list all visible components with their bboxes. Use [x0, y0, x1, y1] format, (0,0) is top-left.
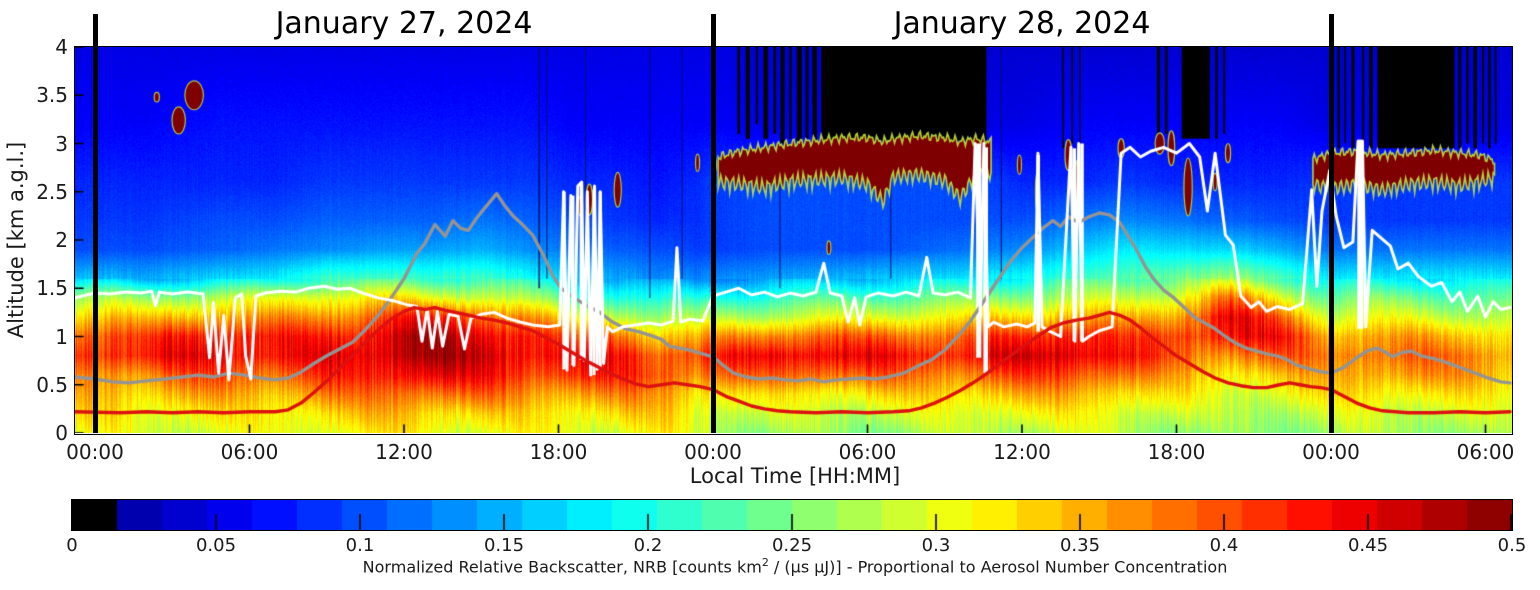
colorbar-label-prefix: Normalized Relative Backscatter, NRB [co…: [362, 557, 762, 577]
day-boundary-line: [1328, 14, 1334, 433]
day-boundary-line: [710, 14, 716, 433]
colorbar-tick-label: 0: [66, 535, 78, 556]
colorbar-tick-label: 0.1: [345, 535, 375, 556]
x-tick-label: 00:00: [1302, 440, 1360, 464]
colorbar-tick-label: 0.45: [1347, 535, 1389, 556]
day-boundary-line: [92, 14, 98, 433]
colorbar-tick-label: 0.05: [195, 535, 237, 556]
y-tick-label: 2: [55, 228, 68, 252]
colorbar-tick-label: 0.35: [1059, 535, 1101, 556]
colorbar-tick-label: 0.3: [921, 535, 951, 556]
x-tick-label: 00:00: [684, 440, 742, 464]
y-tick-label: 0.5: [36, 372, 68, 397]
colorbar-tick-label: 0.5: [1497, 535, 1527, 556]
nrb-heatmap-canvas: [75, 47, 1512, 433]
colorbar: [71, 499, 1513, 531]
x-tick-label: 18:00: [529, 440, 588, 464]
y-tick-label: 4: [55, 35, 68, 59]
colorbar-label: Normalized Relative Backscatter, NRB [co…: [363, 556, 1228, 576]
x-tick-label: 06:00: [220, 440, 279, 464]
y-tick-label: 0: [55, 421, 68, 445]
colorbar-label-suffix: / (μs μJ)] - Proportional to Aerosol Num…: [768, 557, 1228, 577]
y-tick-label: 2.5: [36, 179, 68, 204]
y-tick-label: 3: [55, 131, 68, 156]
x-tick-label: 12:00: [375, 440, 433, 464]
colorbar-tick-label: 0.2: [633, 535, 663, 556]
y-tick-label: 1.5: [36, 276, 68, 301]
x-tick-label: 00:00: [66, 440, 124, 464]
colorbar-label-superscript: 2: [761, 556, 769, 569]
y-tick-label: 1: [55, 324, 68, 349]
x-axis-label: Local Time [HH:MM]: [689, 464, 901, 488]
colorbar-tick-label: 0.25: [771, 535, 813, 556]
day-title-jan28: January 28, 2024: [893, 6, 1151, 41]
y-tick-label: 3.5: [36, 83, 68, 108]
colorbar-tick-label: 0.15: [483, 535, 525, 556]
x-tick-label: 06:00: [838, 440, 897, 464]
day-title-jan27: January 27, 2024: [275, 6, 533, 41]
x-tick-label: 12:00: [993, 440, 1051, 464]
x-tick-label: 06:00: [1456, 440, 1515, 464]
colorbar-tick-label: 0.4: [1209, 535, 1239, 556]
x-tick-label: 18:00: [1147, 440, 1206, 464]
